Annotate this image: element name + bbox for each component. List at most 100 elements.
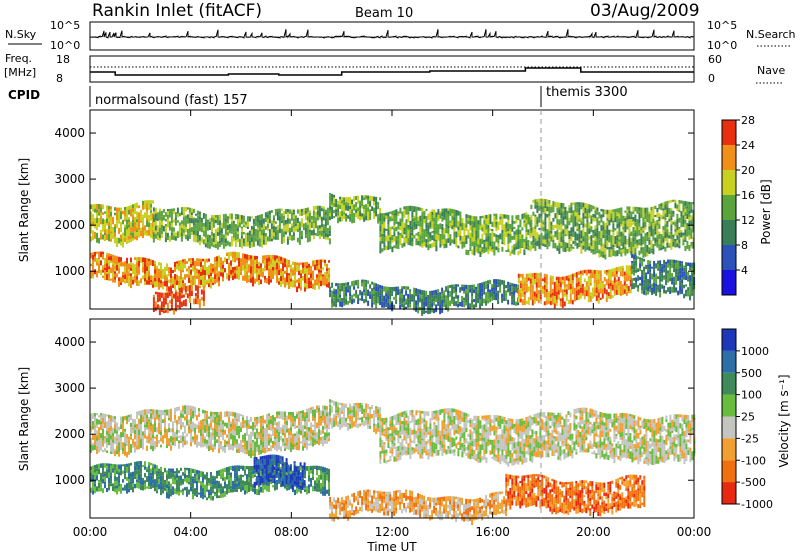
power-cell [445,212,448,219]
power-cell [182,283,184,287]
power-cell [272,215,275,219]
velocity-cell [130,422,132,427]
power-cell [118,237,120,244]
power-cell [447,225,450,229]
power-cell [513,221,516,224]
velocity-cell [120,421,122,425]
power-cell [178,266,180,272]
power-cell [570,202,573,207]
power-cell [270,279,272,283]
power-cell [656,235,659,240]
power-cell [511,227,514,232]
power-cell [112,278,114,283]
velocity-cell [124,440,126,444]
velocity-cell [284,417,286,421]
power-cell [240,226,243,229]
velocity-cell [146,422,148,428]
velocity-cell [102,440,104,447]
velocity-cell [250,439,252,444]
power-cell [659,288,662,293]
power-cell [204,213,207,217]
velocity-cell [152,414,154,420]
power-cell [676,219,679,225]
power-cell [98,267,100,274]
power-cell [569,294,572,298]
power-cell [542,229,545,232]
velocity-cell [148,433,150,437]
power-cell [662,226,665,231]
power-cell [136,232,138,236]
power-cell [90,270,92,275]
power-cell [282,225,285,232]
power-cell [106,266,108,272]
power-cell [190,291,193,296]
power-cell [437,224,440,227]
power-cell [296,265,298,268]
power-cell [411,237,414,242]
power-cell [519,222,522,228]
velocity-cell [200,429,202,433]
power-cell [668,208,671,215]
power-cell [284,228,287,232]
power-cell [304,210,307,214]
velocity-cell [238,413,240,418]
power-cell [497,247,500,253]
velocity-cell [236,443,238,450]
velocity-cell [262,450,264,453]
power-cell [521,286,524,291]
velocity-cell [248,434,250,438]
power-cell [471,241,474,247]
power-cell [154,213,157,219]
power-cell [224,268,226,273]
velocity-cell [218,443,220,449]
power-cell [437,226,440,233]
power-cell [670,208,673,211]
power-cell [120,257,122,262]
power-cell [349,206,352,210]
power-cell [333,215,336,219]
velocity-cell [234,441,236,446]
velocity-cell [184,440,186,446]
power-cell [576,233,579,237]
power-cell [431,215,434,222]
power-cell [100,207,102,213]
power-cell [552,240,555,243]
power-cell [449,242,452,246]
power-cell [132,208,134,213]
power-cell [170,267,172,272]
power-cell [314,279,316,285]
power-cell [270,254,272,259]
power-cell [365,287,368,294]
power-cell [120,234,122,240]
power-cell [328,260,330,263]
power-cell [620,238,623,244]
power-cell [156,265,158,269]
velocity-cell [146,436,148,440]
power-cell [276,230,279,236]
power-cell [126,212,128,218]
power-cell [144,212,146,218]
power-cell [673,276,676,282]
power-cell [613,277,616,283]
power-cell [447,290,450,294]
power-cell [564,215,567,220]
power-cell [104,233,106,236]
power-cell [152,214,155,218]
power-cell [483,224,486,229]
power-cell [441,211,444,217]
power-cell [655,278,658,285]
power-cell [638,219,641,224]
velocity-cell [242,424,244,428]
power-cell [232,220,235,224]
velocity-cell [222,435,224,441]
power-cell [575,277,578,284]
power-cell [646,212,649,218]
velocity-cell [134,429,136,435]
power-cell [572,221,575,227]
power-cell [650,248,653,254]
power-cell [320,223,323,228]
power-cell [455,294,458,299]
power-cell [114,273,116,277]
power-cell [184,274,186,280]
power-cell [365,207,368,212]
